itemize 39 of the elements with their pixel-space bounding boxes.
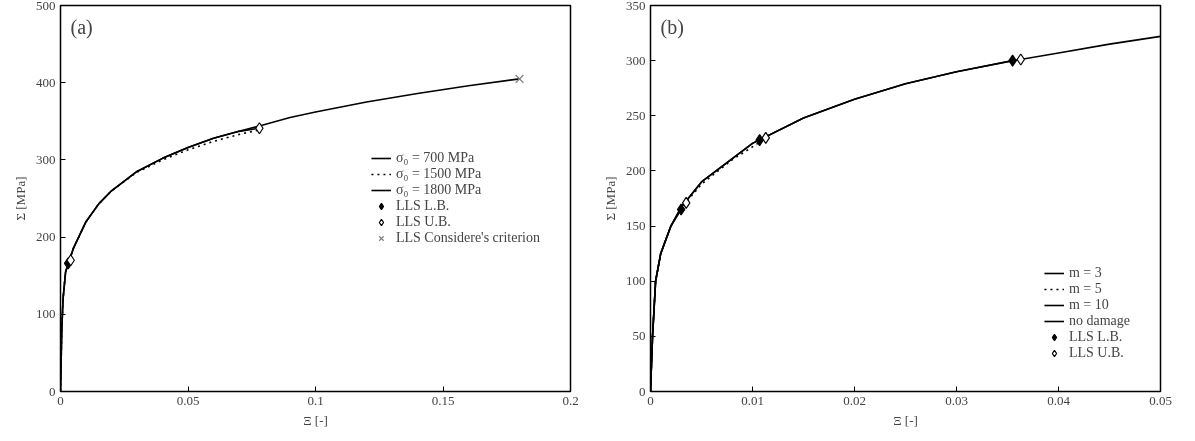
legend-label: σ₀ = 1800 MPa [395,182,482,198]
legend-label: σ₀ = 1500 MPa [395,166,482,182]
x-tick-label: 0.05 [176,392,200,408]
x-tick-label: 0.15 [431,392,455,408]
x-axis-title: Ξ [-] [303,412,328,428]
y-tick-label: 400 [36,74,56,90]
x-tick-label: 0.05 [1149,392,1172,408]
x-tick-label: 0.04 [1047,392,1071,408]
legend-label: LLS U.B. [395,214,451,230]
x-tick-label: 0.03 [945,392,968,408]
y-tick-label: 300 [626,52,646,68]
y-tick-label: 350 [626,0,646,13]
legend-label: LLS U.B. [1068,345,1124,361]
x-tick-label: 0.2 [562,392,579,408]
y-tick-label: 100 [36,306,56,322]
y-axis-title: Σ [MPa] [603,176,618,221]
x-axis-title: Ξ [-] [893,412,918,428]
legend-label: LLS Considere's criterion [395,230,540,246]
legend-label: m = 3 [1068,265,1102,281]
legend-label: m = 5 [1068,281,1102,297]
y-tick-label: 250 [626,107,646,123]
y-tick-label: 50 [632,328,646,344]
y-tick-label: 150 [626,218,646,234]
annotation: (a) [70,15,93,39]
x-tick-label: 0.1 [307,392,324,408]
x-tick-label: 0.02 [843,392,866,408]
x-tick-label: 0.01 [741,392,764,408]
legend-label: LLS L.B. [1068,329,1123,345]
annotation: (b) [660,15,684,39]
y-tick-label: 500 [36,0,56,13]
y-axis-title: Σ [MPa] [13,176,28,221]
legend-label: no damage [1068,313,1130,329]
legend-label: LLS L.B. [395,198,450,214]
y-tick-label: 300 [36,151,56,167]
y-tick-label: 200 [626,162,646,178]
legend-label: m = 10 [1068,297,1109,313]
y-tick-label: 100 [626,273,646,289]
y-tick-label: 200 [36,229,56,245]
legend-label: σ₀ = 700 MPa [395,150,475,166]
